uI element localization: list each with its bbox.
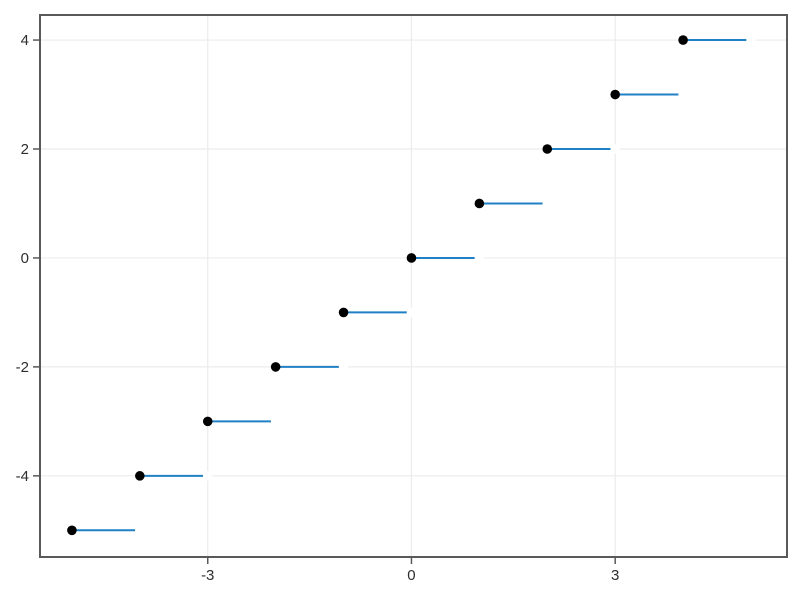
closed-endpoint-marker <box>270 362 281 372</box>
plot-frame <box>39 14 788 558</box>
closed-endpoint-marker <box>67 525 77 536</box>
open-endpoint-marker <box>406 307 417 318</box>
x-axis-tick-label: -3 <box>201 567 214 584</box>
open-endpoint-marker <box>202 471 213 481</box>
y-axis-tick-label: -2 <box>16 359 29 376</box>
closed-endpoint-marker <box>338 307 349 318</box>
open-endpoint-marker <box>746 35 756 45</box>
y-axis-tick-label: 4 <box>21 32 29 49</box>
open-endpoint-marker <box>338 362 349 372</box>
closed-endpoint-marker <box>678 35 688 45</box>
closed-endpoint-marker <box>542 144 553 154</box>
open-endpoint-marker <box>270 416 281 427</box>
x-axis-tick-label: 3 <box>611 567 619 584</box>
closed-endpoint-marker <box>474 198 485 209</box>
open-endpoint-marker <box>542 198 553 209</box>
x-axis-tick-label: 0 <box>407 567 415 584</box>
y-axis-tick-label: 0 <box>21 250 29 267</box>
closed-endpoint-marker <box>406 253 417 263</box>
open-endpoint-marker <box>610 144 620 154</box>
y-axis-tick-label: -4 <box>16 468 29 485</box>
open-endpoint-marker <box>678 89 688 100</box>
closed-endpoint-marker <box>135 471 145 481</box>
closed-endpoint-marker <box>202 416 213 427</box>
y-axis-tick-label: 2 <box>21 141 29 158</box>
open-endpoint-marker <box>135 525 145 536</box>
closed-endpoint-marker <box>610 89 620 100</box>
open-endpoint-marker <box>474 253 485 263</box>
